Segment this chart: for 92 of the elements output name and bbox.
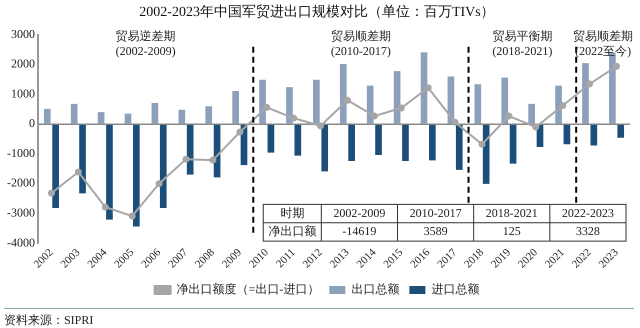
- annotation: -14619: [342, 224, 376, 238]
- annotation: (2018-2021): [492, 44, 552, 58]
- y-tick-label: -1000: [6, 146, 35, 160]
- point: [586, 80, 594, 88]
- bar: [420, 52, 428, 124]
- annotation: (2010-2017): [330, 44, 391, 58]
- bar: [205, 106, 212, 124]
- bar: [510, 124, 516, 164]
- annotation: (2002-2009): [116, 44, 176, 58]
- point: [452, 118, 459, 126]
- annotation: 净出口额: [268, 224, 316, 238]
- bar: [394, 71, 400, 124]
- annotation: 贸易逆差期: [116, 28, 176, 43]
- bar: [590, 124, 598, 146]
- legend-label: 进口总额: [431, 282, 480, 296]
- bar: [286, 87, 293, 124]
- point: [48, 190, 55, 197]
- bar: [536, 124, 544, 147]
- y-tick-label: 0: [28, 116, 35, 130]
- point: [398, 104, 405, 112]
- bar: [402, 124, 409, 161]
- y-tick-label: 1000: [10, 86, 35, 100]
- annotation: 贸易平衡期: [492, 28, 552, 43]
- point: [559, 102, 566, 110]
- bar: [448, 76, 454, 124]
- y-tick-label: -2000: [6, 176, 35, 190]
- point: [290, 114, 298, 122]
- bar: [98, 112, 104, 124]
- bar: [482, 124, 490, 184]
- point: [236, 128, 244, 136]
- point: [532, 124, 540, 131]
- legend-label: 出口总额: [351, 282, 400, 296]
- chart-title: 2002-2023年中国军贸进出口规模对比（单位：百万TIVs）: [139, 4, 495, 20]
- bar: [528, 104, 535, 124]
- bar: [44, 108, 51, 124]
- bar: [582, 63, 589, 124]
- point: [344, 96, 351, 104]
- annotation: (2022至今): [575, 44, 632, 58]
- bar: [321, 124, 328, 172]
- y-tick-label: -4000: [6, 235, 35, 250]
- annotation: 2018-2021: [486, 206, 538, 220]
- annotation: 3328: [576, 224, 600, 238]
- y-tick-label: 3000: [10, 26, 35, 41]
- point: [424, 84, 432, 92]
- bar: [456, 124, 463, 170]
- bar: [340, 64, 347, 124]
- point: [263, 104, 270, 111]
- bar: [375, 124, 382, 156]
- point: [613, 62, 620, 70]
- point: [182, 156, 190, 163]
- point: [74, 168, 82, 176]
- point: [505, 112, 512, 120]
- point: [317, 122, 324, 130]
- point: [478, 140, 486, 148]
- bar: [52, 124, 59, 208]
- y-tick-label: 2000: [10, 56, 35, 71]
- y-tick-label: -3000: [6, 206, 35, 220]
- bar: [259, 80, 266, 124]
- annotation: 时期: [280, 206, 304, 220]
- point: [102, 204, 109, 211]
- bar: [79, 124, 86, 194]
- annotation: 2010-2017: [410, 206, 462, 220]
- bar: [429, 124, 436, 160]
- bar: [268, 124, 274, 153]
- text: 资料来源：SIPRI: [4, 308, 634, 328]
- bar: [70, 104, 78, 124]
- point: [209, 156, 216, 164]
- bar: [124, 114, 132, 124]
- point: [156, 180, 163, 188]
- point: [128, 212, 136, 220]
- bar: [214, 124, 220, 178]
- bar: [348, 124, 355, 161]
- point: [370, 112, 378, 120]
- bar: [186, 124, 194, 175]
- bar: [294, 124, 302, 156]
- annotation: 贸易顺差期: [573, 28, 634, 43]
- bar: [133, 124, 140, 226]
- bar: [178, 110, 186, 124]
- annotation: 2002-2009: [333, 206, 386, 220]
- annotation: 125: [502, 224, 521, 238]
- legend-label: 净出口额度（=出口-进口）: [176, 282, 320, 296]
- bar: [474, 84, 482, 124]
- bar: [232, 91, 239, 124]
- annotation: 贸易顺差期: [330, 28, 391, 43]
- annotation: 2022-2023: [562, 206, 614, 220]
- bar: [152, 102, 158, 124]
- annotation: 3589: [424, 224, 448, 238]
- bar: [564, 124, 570, 144]
- bar: [160, 124, 167, 208]
- bar: [617, 124, 624, 138]
- bar: [313, 80, 320, 124]
- bar: [106, 124, 113, 220]
